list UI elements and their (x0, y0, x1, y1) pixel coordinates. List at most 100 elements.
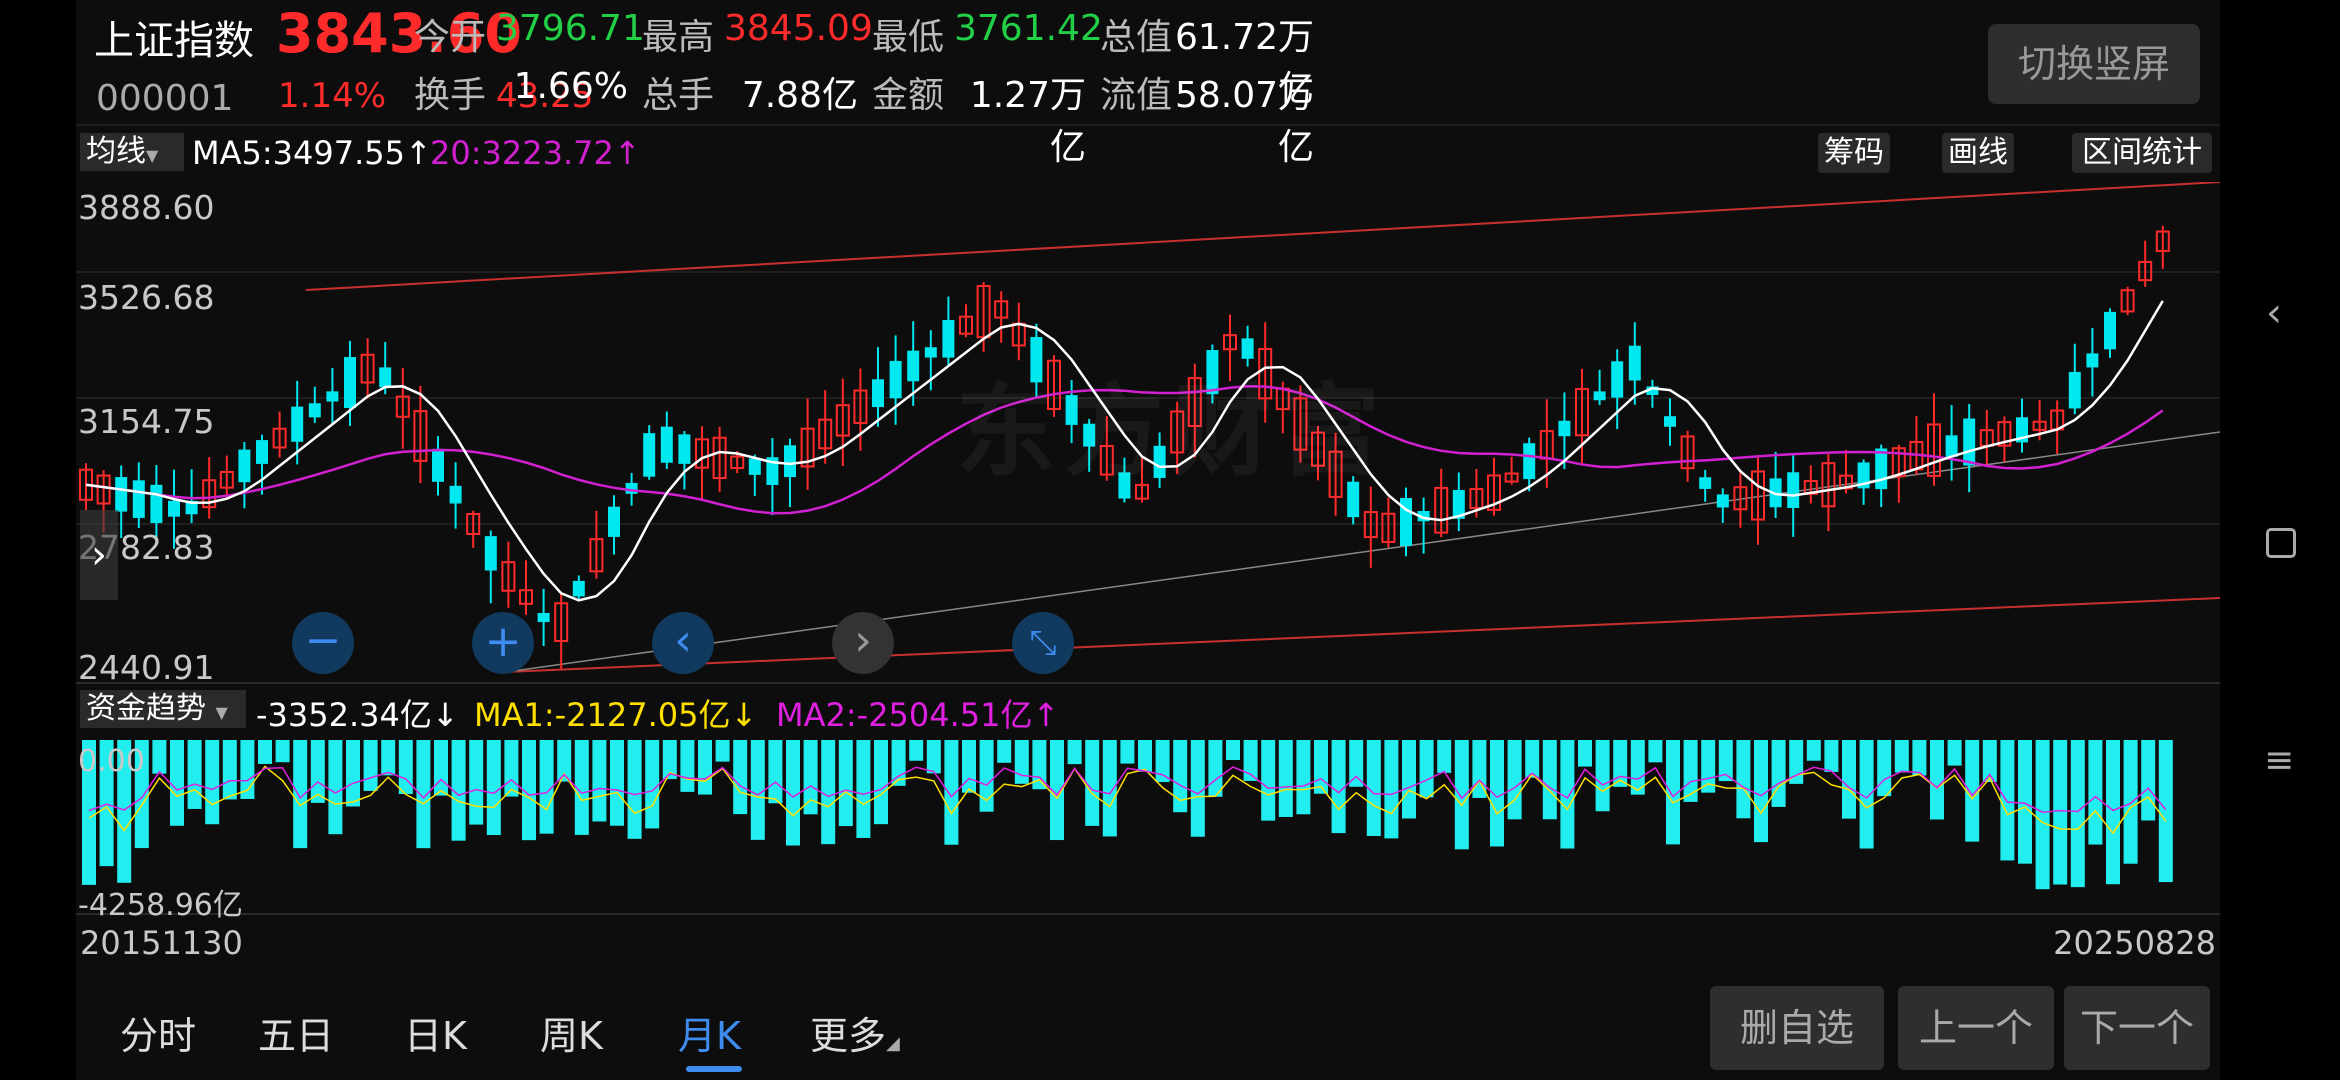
quote-label-total-value: 总值 (1100, 17, 1173, 58)
candle-body (1699, 477, 1712, 489)
fund-bar (1683, 740, 1698, 802)
fund-bar (574, 740, 589, 835)
tab-monthly-k[interactable]: 月K (678, 1014, 741, 1058)
candle-body (115, 477, 128, 512)
candle-body (1523, 443, 1536, 480)
candle-body (238, 449, 251, 483)
candle-body (96, 474, 111, 505)
fund-bar (152, 740, 167, 774)
tab-daily-k[interactable]: 日K (404, 1014, 467, 1058)
fund-bar (1349, 740, 1364, 787)
candle-body (643, 433, 656, 477)
candle-body (291, 406, 304, 442)
fund-bar (1560, 740, 1575, 849)
fund-bar (1930, 740, 1944, 820)
candle-body (256, 440, 268, 464)
fund-bar (1912, 740, 1927, 776)
fund-bar (1595, 740, 1610, 812)
zoom-out-icon[interactable]: − (292, 612, 354, 674)
remove-watchlist-button[interactable]: 删自选 (1710, 986, 1884, 1070)
candle-body (907, 350, 920, 382)
fund-bar (1067, 740, 1082, 765)
draw-line-button[interactable]: 画线 (1942, 133, 2014, 173)
tab-five-day[interactable]: 五日 (258, 1014, 335, 1058)
fund-bar (627, 740, 642, 839)
quote-value-total-value: 61.72万亿 (1174, 17, 1314, 110)
candle-body (202, 479, 217, 509)
candle-body (889, 360, 902, 399)
fund-bar (99, 740, 114, 867)
fund-trend-chart[interactable] (76, 736, 2220, 916)
candle-body (942, 319, 955, 358)
candle-body (1575, 388, 1589, 437)
fund-bar (1384, 740, 1399, 839)
back-icon[interactable]: ‹ (2266, 290, 2282, 336)
candle-body (1099, 445, 1114, 476)
fund-bar (1050, 740, 1064, 841)
indicator-ma2: MA2:-2504.51亿↑ (776, 696, 1060, 734)
fund-bar (416, 740, 431, 849)
candle-body (572, 580, 585, 597)
indicator-selector[interactable]: 资金趋势 ▼ (80, 690, 246, 728)
candle-body (678, 434, 691, 464)
quote-label-amount: 金额 (872, 75, 945, 116)
ma-selector[interactable]: 均线▼ (80, 133, 184, 171)
collapse-arrows-icon[interactable]: ⤡ (1012, 612, 1074, 674)
candle-body (800, 427, 815, 468)
kline-chart[interactable] (76, 182, 2220, 684)
tab-more[interactable]: 更多◢ (810, 1005, 900, 1060)
quote-label-low: 最低 (872, 17, 945, 58)
zoom-in-icon[interactable]: + (472, 612, 534, 674)
fund-bar (557, 740, 572, 782)
candle-body (589, 538, 604, 573)
tab-weekly-k[interactable]: 周K (540, 1014, 603, 1058)
fund-bar (1314, 740, 1328, 794)
candle-body (1328, 450, 1343, 498)
candle-body (1504, 472, 1519, 483)
candle-body (1170, 410, 1185, 454)
menu-icon[interactable]: ≡ (2264, 740, 2295, 781)
fund-bar (645, 740, 660, 829)
candle-body (395, 395, 410, 418)
candle-body (168, 500, 180, 517)
candle-body (1206, 350, 1219, 395)
fund-bar (205, 740, 220, 825)
current-price: 3843.60 (276, 2, 522, 65)
candle-body (625, 482, 638, 494)
fund-bar (1666, 740, 1680, 845)
candle-body (150, 484, 163, 524)
candle-body (1487, 474, 1501, 511)
fund-bar (1718, 740, 1733, 782)
candle-body (413, 410, 428, 462)
candle-body (1083, 423, 1096, 447)
ma5-line (85, 300, 2164, 602)
fund-bar (1261, 740, 1276, 821)
chevron-left-icon[interactable]: ‹ (652, 612, 714, 674)
candle-body (1293, 397, 1308, 451)
chips-button[interactable]: 筹码 (1818, 133, 1890, 173)
fund-bar (363, 740, 378, 791)
ma5-value: MA5:3497.55↑ (192, 134, 432, 172)
range-stats-button[interactable]: 区间统计 (2072, 133, 2212, 173)
candle-body (1381, 512, 1396, 543)
previous-button[interactable]: 上一个 (1898, 986, 2054, 1070)
trend-line (505, 597, 2220, 673)
next-button[interactable]: 下一个 (2064, 986, 2210, 1070)
chevron-right-icon[interactable]: › (80, 510, 118, 600)
quote-value-open: 3796.71 (496, 8, 645, 49)
candle-body (1118, 472, 1131, 499)
candle-body (1347, 481, 1360, 518)
switch-portrait-button[interactable]: 切换竖屏 (1988, 24, 2200, 104)
fund-bar (2088, 740, 2103, 845)
candle-body (1963, 418, 1976, 466)
fund-bar (504, 740, 519, 797)
fund-bar (715, 740, 730, 762)
candle-body (1664, 416, 1676, 427)
fund-bar (469, 740, 484, 825)
fund-bar (610, 740, 624, 826)
home-icon[interactable] (2266, 528, 2296, 558)
tab-intraday[interactable]: 分时 (120, 1014, 197, 1058)
candle-body (1153, 445, 1166, 478)
chevron-right-icon[interactable]: › (832, 612, 894, 674)
ma20-value: 20:3223.72↑ (430, 134, 641, 172)
